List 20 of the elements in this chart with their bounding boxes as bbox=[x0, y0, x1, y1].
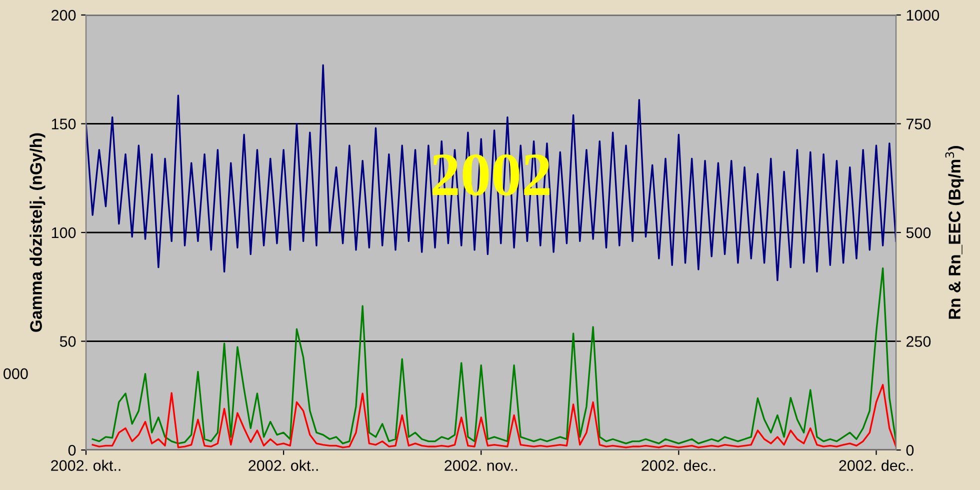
y2-tick-label: 1000 bbox=[906, 10, 940, 21]
y-tick-label: 150 bbox=[52, 118, 76, 130]
x-tick-label: 2002. okt.. bbox=[51, 460, 120, 471]
y2-tick-label: 0 bbox=[906, 444, 914, 456]
line-series bbox=[92, 267, 896, 444]
x-tick-label: 2002. nov.. bbox=[444, 460, 517, 471]
x-tick-label: 2002. okt.. bbox=[248, 460, 318, 471]
x-tick-label: 2002. dec.. bbox=[839, 460, 913, 471]
y2-axis-title: Rn & Rn_EEC (Bq/m$^{3}$) bbox=[945, 146, 964, 319]
y-axis-title: Gamma dózistelj. (nGy/h) bbox=[30, 133, 46, 332]
y2-tick-label: 250 bbox=[906, 336, 931, 347]
y2-tick-label: 500 bbox=[906, 227, 931, 238]
y-tick-label: 100 bbox=[52, 227, 76, 238]
y2-tick-label: 750 bbox=[906, 118, 931, 130]
text: 000 bbox=[4, 368, 28, 380]
y-tick-label: 50 bbox=[60, 336, 76, 347]
y-tick-label: 0 bbox=[68, 444, 76, 456]
x-tick-label: 2002. dec.. bbox=[642, 460, 716, 471]
line-series bbox=[92, 384, 896, 448]
y-tick-label: 200 bbox=[52, 10, 76, 21]
